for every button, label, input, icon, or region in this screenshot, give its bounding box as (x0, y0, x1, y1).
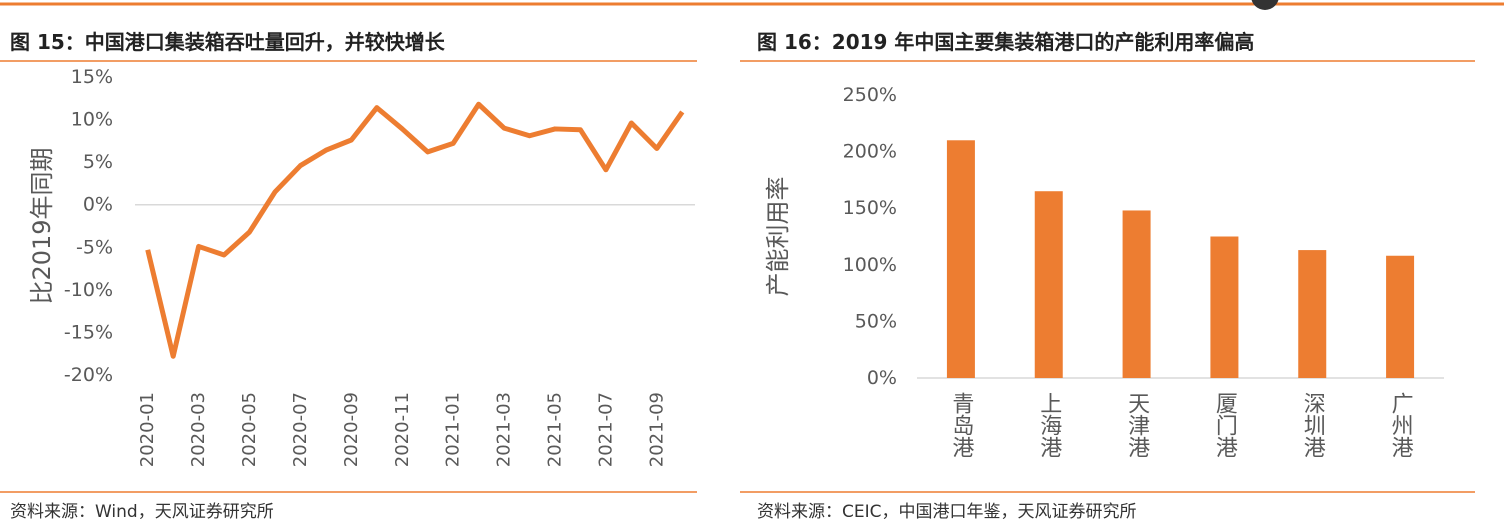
decor-dot (1251, 0, 1279, 10)
chart-title: 图 16：2019 年中国主要集装箱港口的产能利用率偏高 (757, 30, 1254, 54)
bar (1386, 255, 1415, 378)
y-tick-label: 0% (83, 194, 113, 216)
y-tick-label: 100% (843, 254, 897, 276)
y-tick-label: -10% (64, 279, 113, 301)
y-axis-label: 产能利用率 (764, 177, 792, 297)
x-tick-label: 广州港 (1388, 392, 1414, 458)
x-tick-label: 上海港 (1036, 392, 1062, 458)
bar (946, 140, 975, 378)
x-tick-label: 2021-03 (494, 392, 515, 467)
bar (1034, 191, 1063, 378)
x-tick-label: 2020-07 (290, 392, 311, 467)
x-tick-label: 青岛港 (948, 392, 974, 458)
y-tick-label: -15% (64, 321, 113, 343)
y-tick-label: -20% (64, 364, 113, 386)
x-tick-label: 2020-09 (341, 392, 362, 467)
source-note: 资料来源：CEIC，中国港口年鉴，天风证券研究所 (757, 502, 1137, 522)
x-tick-label: 2020-01 (137, 392, 158, 467)
x-tick-label: 2020-11 (392, 392, 413, 467)
bar (1298, 250, 1327, 378)
x-tick-label: 2021-01 (443, 392, 464, 467)
chart-title: 图 15：中国港口集装箱吞吐量回升，并较快增长 (10, 30, 446, 54)
x-tick-label: 2021-07 (595, 392, 616, 467)
x-tick-label: 2020-03 (188, 392, 209, 467)
x-tick-label: 厦门港 (1212, 392, 1238, 458)
x-tick-label: 深圳港 (1300, 392, 1326, 458)
y-tick-label: 10% (71, 109, 113, 131)
y-tick-label: 15% (71, 66, 113, 88)
y-axis-label: 比2019年同期 (28, 147, 56, 304)
y-tick-label: 0% (867, 367, 897, 389)
bar (1210, 236, 1239, 378)
y-tick-label: 250% (843, 84, 897, 106)
y-tick-label: 200% (843, 141, 897, 163)
y-tick-label: -5% (76, 236, 113, 258)
x-tick-label: 2021-05 (545, 392, 566, 467)
x-tick-label: 2021-09 (646, 392, 667, 467)
y-tick-label: 150% (843, 197, 897, 219)
y-tick-label: 50% (855, 310, 897, 332)
x-tick-label: 2020-05 (239, 392, 260, 467)
bar (1122, 210, 1151, 378)
y-tick-label: 5% (83, 151, 113, 173)
source-note: 资料来源：Wind，天风证券研究所 (10, 502, 274, 522)
data-line (145, 101, 685, 359)
x-tick-label: 天津港 (1124, 392, 1150, 458)
